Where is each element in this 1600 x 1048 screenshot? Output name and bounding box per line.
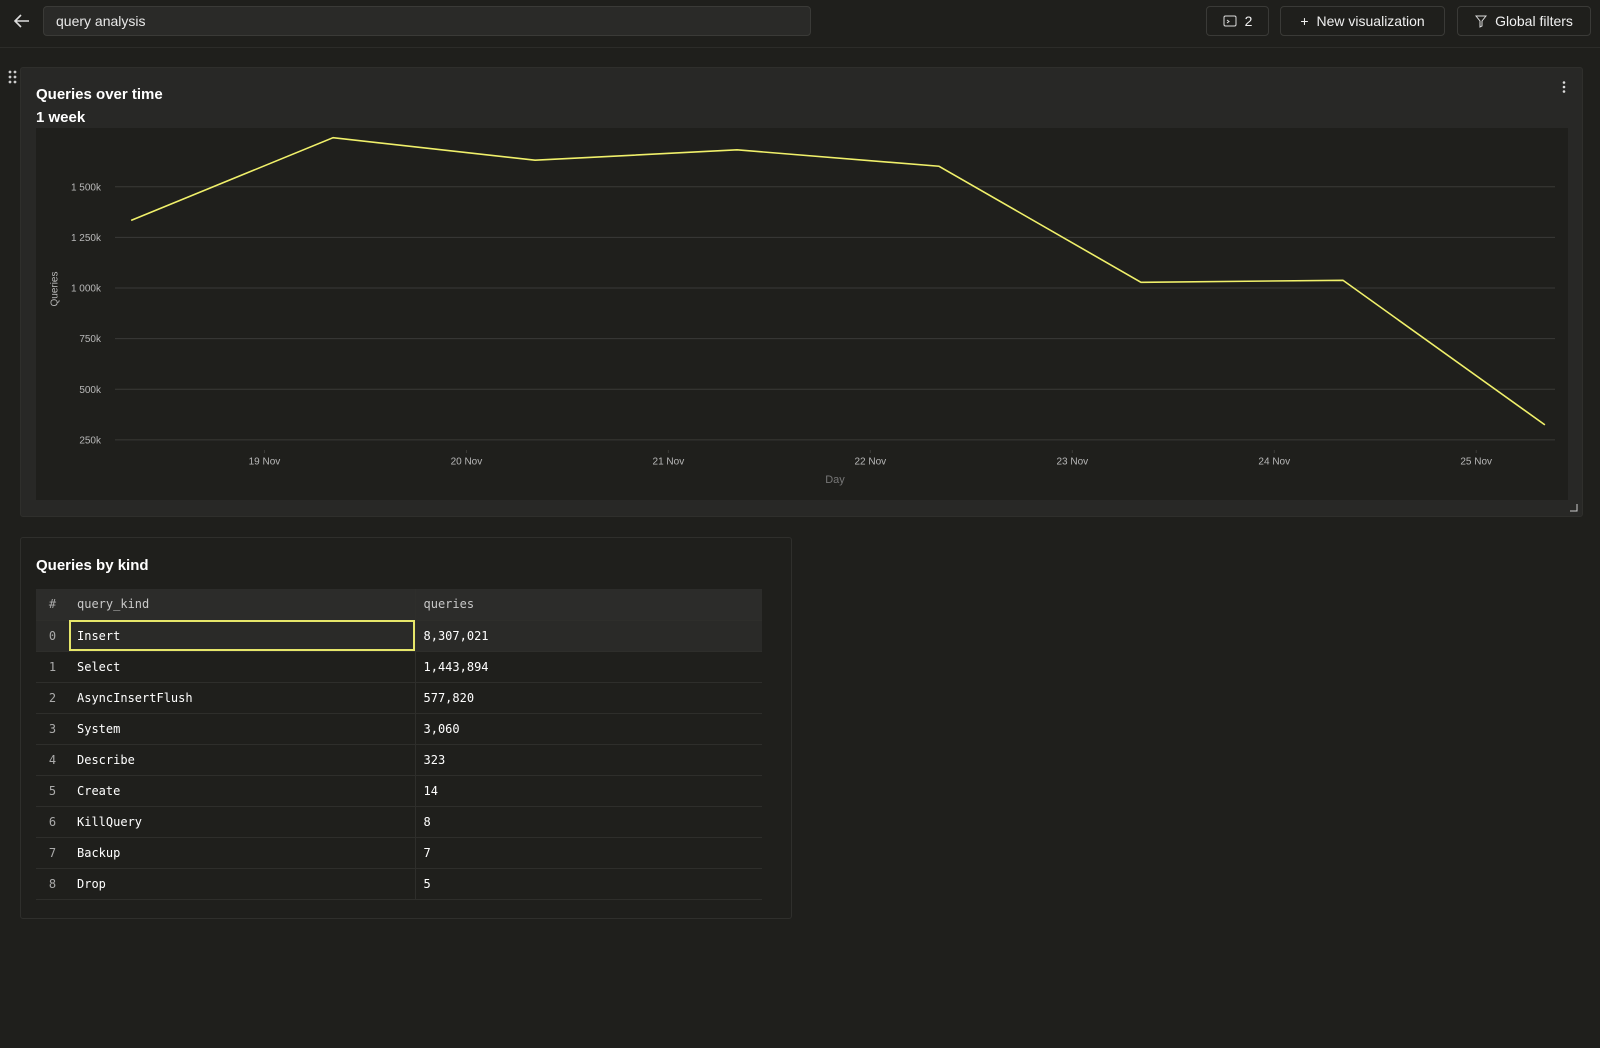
table-cell[interactable]: AsyncInsertFlush: [69, 682, 416, 714]
queries-button[interactable]: 2: [1206, 6, 1269, 36]
table-row[interactable]: 0 Insert 8,307,021: [36, 620, 762, 652]
data-table: # query_kind queries 0 Insert 8,307,021 1 Se…: [36, 589, 762, 900]
x-axis-label: Day: [825, 474, 845, 486]
y-tick-label: 1 500k: [71, 182, 102, 193]
drag-handle[interactable]: [8, 70, 18, 84]
table-cell[interactable]: 5: [415, 868, 762, 900]
row-index: 6: [36, 806, 69, 838]
line-chart: Queries Day 250k 500k 750k 1 000k 1 250k 1 50…: [50, 136, 1555, 486]
table-cell[interactable]: 8: [415, 806, 762, 838]
x-tick-label: 25 Nov: [1460, 457, 1492, 468]
label: Global filters: [1495, 13, 1573, 29]
resize-handle[interactable]: [1570, 504, 1578, 512]
y-tick-label: 1 250k: [71, 233, 102, 244]
table-cell[interactable]: System: [69, 713, 416, 745]
x-tick-label: 23 Nov: [1056, 457, 1088, 468]
x-tick-label: 22 Nov: [854, 457, 886, 468]
x-tick-label: 19 Nov: [249, 457, 281, 468]
table-cell[interactable]: 14: [415, 775, 762, 807]
x-tick-label: 24 Nov: [1258, 457, 1290, 468]
chart-subtitle: 1 week: [36, 109, 86, 126]
count: 2: [1244, 13, 1253, 29]
table-cell[interactable]: 7: [415, 837, 762, 869]
y-axis-label: Queries: [50, 271, 61, 306]
table-row[interactable]: 7 Backup 7: [36, 837, 762, 869]
table-row[interactable]: 3 System 3,060: [36, 713, 762, 745]
y-tick-label: 250k: [79, 436, 102, 447]
table-cell[interactable]: 8,307,021: [415, 620, 762, 652]
row-index: 7: [36, 837, 69, 869]
table-panel: Queries by kind # query_kind queries 0 In…: [20, 537, 792, 919]
chart-panel: Queries over time 1 week Queries Day 250…: [20, 67, 1583, 517]
row-index: 5: [36, 775, 69, 807]
row-index: 8: [36, 868, 69, 900]
table-cell[interactable]: Select: [69, 651, 416, 683]
table-cell[interactable]: Insert: [69, 620, 416, 652]
table-row[interactable]: 1 Select 1,443,894: [36, 651, 762, 683]
header-row: # query_kind queries: [36, 589, 762, 621]
table-cell[interactable]: Drop: [69, 868, 416, 900]
row-index: 0: [36, 620, 69, 652]
search-input[interactable]: query analysis: [43, 6, 811, 36]
column-header: #: [36, 589, 69, 621]
column-header[interactable]: query_kind: [69, 589, 416, 621]
icon: [1223, 15, 1237, 27]
table-cell[interactable]: 577,820: [415, 682, 762, 714]
row-index: 4: [36, 744, 69, 776]
table-cell[interactable]: Create: [69, 775, 416, 807]
x-tick-label: 20 Nov: [451, 457, 483, 468]
icon: +: [1300, 13, 1309, 29]
table-row[interactable]: 2 AsyncInsertFlush 577,820: [36, 682, 762, 714]
table-cell[interactable]: 323: [415, 744, 762, 776]
y-tick-label: 1 000k: [71, 284, 102, 295]
table-cell[interactable]: 3,060: [415, 713, 762, 745]
table-row[interactable]: 6 KillQuery 8: [36, 806, 762, 838]
plot-area: Queries Day 250k 500k 750k 1 000k 1 250k 1 50…: [36, 128, 1568, 500]
icon: [1475, 15, 1488, 28]
chart-title: Queries over time: [36, 86, 163, 103]
data-line: [130, 136, 1546, 426]
top-bar: query analysis 2 + New visualization Glob…: [0, 0, 1600, 48]
back-button[interactable]: [12, 12, 32, 30]
table-cell[interactable]: Describe: [69, 744, 416, 776]
y-tick-label: 500k: [79, 385, 102, 396]
label: New visualization: [1316, 13, 1425, 29]
table-cell[interactable]: 1,443,894: [415, 651, 762, 683]
column-header[interactable]: queries: [415, 589, 762, 621]
table-title: Queries by kind: [36, 557, 149, 574]
row-index: 2: [36, 682, 69, 714]
row-index: 1: [36, 651, 69, 683]
y-tick-label: 750k: [79, 334, 102, 345]
table-row[interactable]: 8 Drop 5: [36, 868, 762, 900]
table-row[interactable]: 4 Describe 323: [36, 744, 762, 776]
x-tick-label: 21 Nov: [653, 457, 685, 468]
panel-menu[interactable]: [1561, 80, 1567, 94]
table-row[interactable]: 5 Create 14: [36, 775, 762, 807]
row-index: 3: [36, 713, 69, 745]
global-filters-button[interactable]: Global filters: [1457, 6, 1591, 36]
table-cell[interactable]: KillQuery: [69, 806, 416, 838]
table-cell[interactable]: Backup: [69, 837, 416, 869]
new-visualization-button[interactable]: + New visualization: [1280, 6, 1445, 36]
